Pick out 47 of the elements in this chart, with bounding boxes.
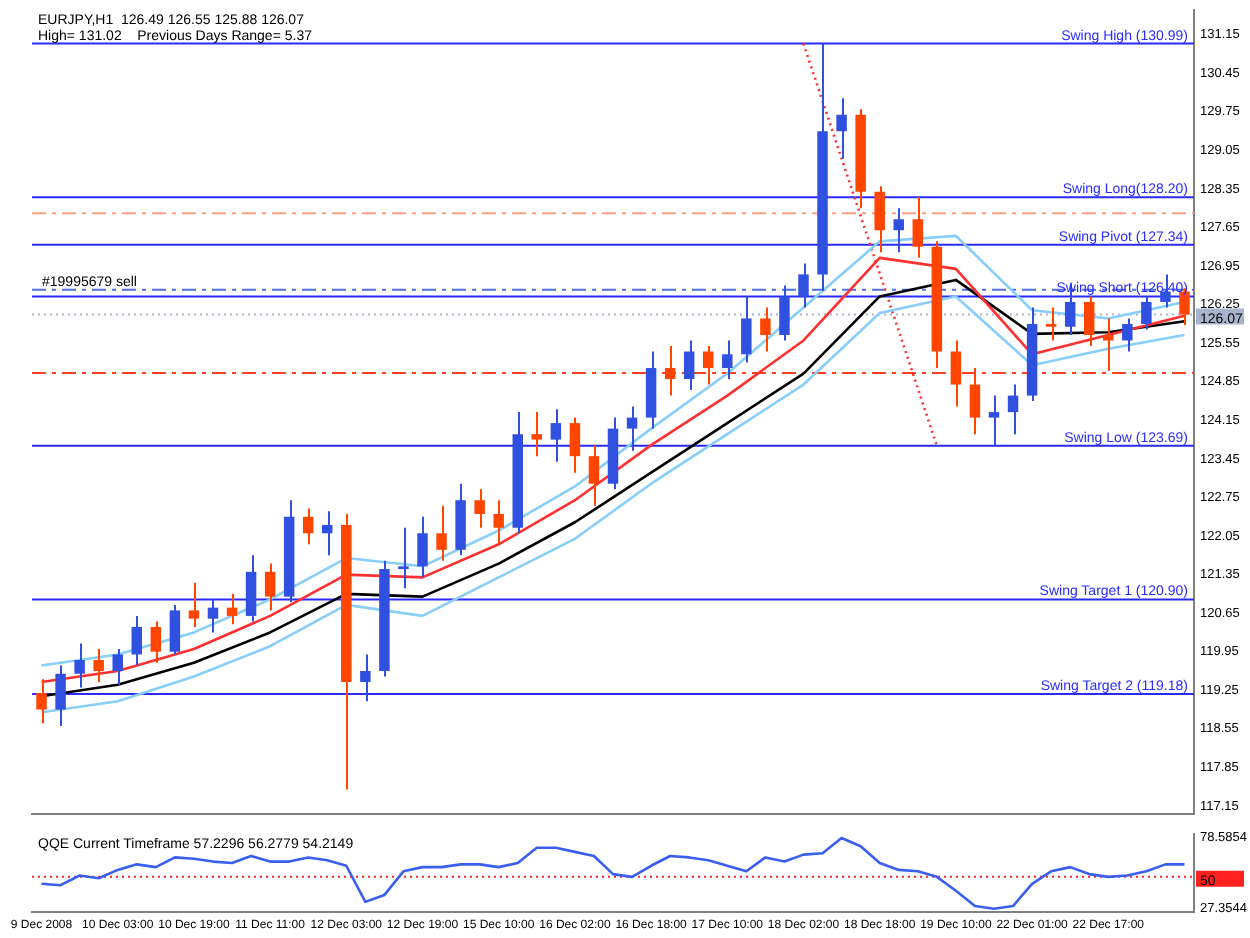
candlestick bbox=[969, 367, 981, 436]
candlestick bbox=[1007, 383, 1019, 436]
candlestick bbox=[131, 614, 143, 667]
candlestick bbox=[245, 554, 257, 623]
candlestick bbox=[836, 97, 847, 160]
candlestick bbox=[531, 411, 543, 458]
candlestick bbox=[112, 647, 123, 686]
candlestick bbox=[950, 339, 962, 408]
candlestick bbox=[474, 488, 485, 529]
candlestick bbox=[798, 262, 809, 309]
candlestick bbox=[436, 504, 447, 562]
candlestick bbox=[664, 345, 676, 397]
candlestick bbox=[322, 510, 333, 557]
candlestick bbox=[398, 526, 409, 590]
candlestick bbox=[893, 207, 904, 254]
candlestick bbox=[36, 678, 47, 725]
candlestick bbox=[760, 306, 771, 353]
candlestick bbox=[1045, 306, 1057, 342]
candlestick bbox=[55, 664, 66, 728]
candlestick bbox=[493, 499, 504, 546]
candlestick bbox=[188, 581, 200, 628]
candlestick bbox=[683, 339, 695, 392]
candlestick bbox=[207, 598, 219, 634]
candlestick bbox=[302, 507, 314, 546]
candlestick bbox=[1141, 295, 1152, 331]
candlestick bbox=[703, 345, 714, 386]
candlestick bbox=[417, 515, 428, 579]
candlestick bbox=[150, 620, 162, 664]
candlestick bbox=[74, 642, 85, 689]
candlestick bbox=[722, 339, 733, 381]
candlestick bbox=[779, 284, 790, 342]
candlestick bbox=[93, 647, 104, 683]
candlestick bbox=[988, 394, 1000, 447]
candlestick bbox=[1083, 295, 1095, 347]
candlestick bbox=[1103, 317, 1114, 372]
candlestick bbox=[874, 185, 885, 254]
candlestick bbox=[588, 444, 600, 507]
candlestick bbox=[264, 562, 276, 612]
candlestick bbox=[569, 416, 581, 474]
candlestick bbox=[741, 295, 752, 364]
candlestick bbox=[169, 603, 181, 656]
candlestick bbox=[226, 592, 238, 626]
candlestick bbox=[550, 408, 562, 463]
candlestick bbox=[912, 196, 924, 259]
candlestick bbox=[360, 653, 371, 703]
candlestick bbox=[1122, 317, 1133, 353]
candlestick bbox=[626, 405, 638, 452]
